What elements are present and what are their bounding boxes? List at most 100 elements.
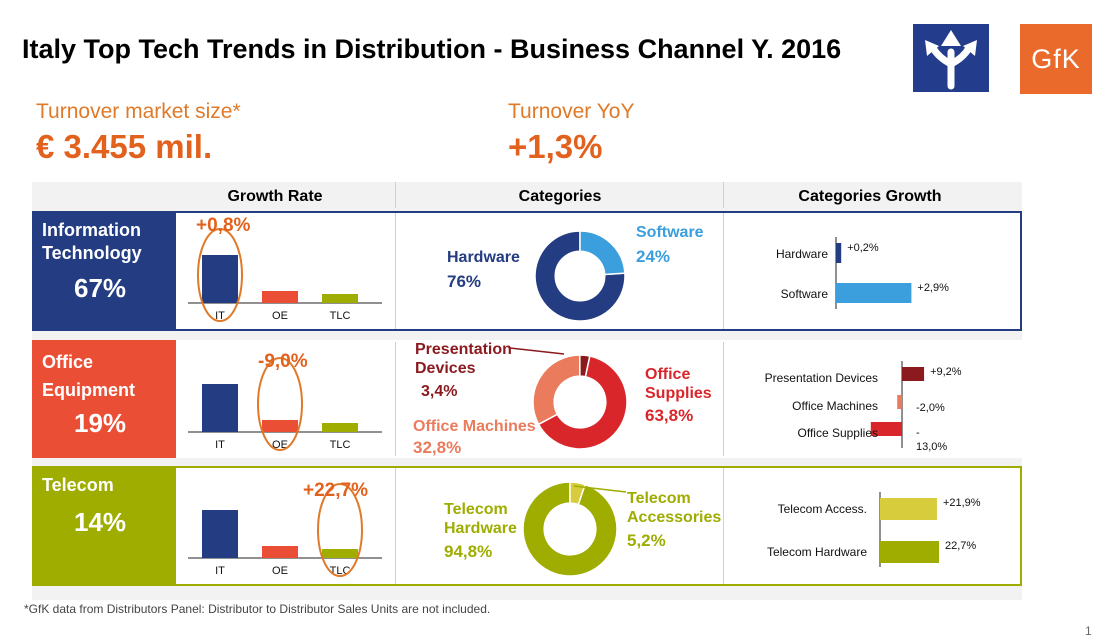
donut-chart-tlc bbox=[522, 481, 618, 577]
bar-tlc bbox=[322, 294, 358, 303]
donut-label-supplies-2: Supplies bbox=[645, 385, 712, 402]
bar-it bbox=[202, 384, 238, 432]
growth-label-oe: -9,0% bbox=[258, 351, 308, 372]
value-label: +21,9% bbox=[943, 497, 981, 509]
value-label: -2,0% bbox=[916, 402, 945, 414]
bar-oe bbox=[262, 291, 298, 303]
highlight-ellipse bbox=[317, 483, 363, 577]
kpi-market-size-label: Turnover market size* bbox=[36, 100, 241, 123]
row-office-equipment bbox=[32, 340, 1022, 458]
donut-slices bbox=[532, 354, 628, 450]
category-label: Telecom Hardware bbox=[767, 545, 867, 559]
slice-hardware bbox=[534, 230, 626, 322]
donut-chart-oe bbox=[532, 354, 628, 450]
donut-label-machines: Office Machines bbox=[413, 418, 536, 435]
value-label: +0,2% bbox=[847, 242, 879, 254]
hbar-telecom-hardware bbox=[880, 541, 940, 563]
hbar-telecom-access- bbox=[880, 498, 937, 520]
segment-cell-it: Information Technology 67% bbox=[32, 211, 176, 331]
donut-slices bbox=[534, 230, 626, 322]
donut-label-software: Software bbox=[636, 224, 704, 241]
cell-divider bbox=[395, 213, 396, 329]
growth-label-tlc: +22,7% bbox=[303, 480, 368, 501]
category-label: Software bbox=[781, 287, 829, 301]
bar-it bbox=[202, 255, 238, 303]
header-growth-rate: Growth Rate bbox=[227, 188, 323, 205]
category-growth-chart-oe: Presentation Devices +9,2% Office Machines… bbox=[765, 361, 962, 453]
segment-name: Information bbox=[42, 220, 141, 240]
cell-divider bbox=[723, 342, 724, 456]
bar-tlc bbox=[322, 549, 358, 558]
segment-name: Telecom bbox=[42, 475, 114, 495]
diverging-arrows-icon bbox=[913, 24, 989, 92]
category-label: Office Supplies bbox=[798, 426, 879, 440]
tick-label: IT bbox=[215, 310, 225, 322]
value-label: 13,0% bbox=[916, 441, 947, 453]
header-divider bbox=[723, 182, 724, 208]
hbars: Presentation Devices +9,2% Office Machines… bbox=[765, 361, 962, 453]
header-divider bbox=[395, 182, 396, 208]
row-information-technology bbox=[32, 211, 1022, 331]
category-label: Telecom Access. bbox=[778, 502, 867, 516]
bar-oe bbox=[262, 546, 298, 558]
slice-software bbox=[579, 230, 626, 276]
donut-label-presentation: Presentation bbox=[415, 341, 512, 358]
segment-name: Office bbox=[42, 352, 94, 372]
donut-label-tlc-hardware-2: Hardware bbox=[444, 520, 517, 537]
header-categories-growth: Categories Growth bbox=[798, 188, 942, 205]
gfk-logo: GfK bbox=[1020, 24, 1092, 94]
value-label: - bbox=[916, 427, 920, 439]
slice-presentation-devices bbox=[579, 354, 591, 378]
accessories-leader-line bbox=[573, 485, 627, 493]
category-growth-chart-it: Hardware +0,2% Software +2,9% bbox=[776, 237, 949, 309]
donut-value-hardware: 76% bbox=[447, 272, 482, 291]
hbars: Telecom Access. +21,9% Telecom Hardware 22,… bbox=[767, 492, 981, 567]
donut-label-hardware: Hardware bbox=[447, 249, 520, 266]
donut-label-tlc-accessories: Telecom bbox=[627, 490, 691, 507]
tick-label: OE bbox=[272, 310, 288, 322]
header-categories: Categories bbox=[518, 188, 602, 205]
cell-divider bbox=[395, 342, 396, 456]
presentation-leader-line bbox=[509, 347, 565, 355]
donut-label-supplies: Office bbox=[645, 366, 691, 383]
donut-label-presentation-2: Devices bbox=[415, 360, 476, 377]
donut-value-machines: 32,8% bbox=[413, 438, 462, 457]
segment-cell-oe: Office Equipment 19% bbox=[32, 340, 176, 458]
growth-bars: IT OE TLC bbox=[188, 357, 382, 451]
segment-share: 14% bbox=[74, 507, 127, 537]
category-label: Hardware bbox=[776, 247, 828, 261]
hbar-software bbox=[836, 283, 912, 303]
growth-rate-chart-it: IT OE TLC bbox=[188, 228, 382, 322]
bar-it bbox=[202, 510, 238, 558]
highlight-ellipse bbox=[197, 228, 243, 322]
donut-value-tlc-hardware: 94,8% bbox=[444, 542, 493, 561]
category-label: Office Machines bbox=[792, 399, 878, 413]
kpi-yoy-label: Turnover YoY bbox=[508, 100, 635, 123]
donut-value-presentation: 3,4% bbox=[421, 383, 458, 400]
segment-share: 19% bbox=[74, 408, 127, 438]
category-growth-chart-tlc: Telecom Access. +21,9% Telecom Hardware 22,… bbox=[767, 492, 981, 567]
donut-chart-it bbox=[534, 230, 626, 322]
tick-label: OE bbox=[272, 565, 288, 577]
highlight-ellipse bbox=[257, 357, 303, 451]
value-label: 22,7% bbox=[945, 540, 976, 552]
donut-label-tlc-hardware: Telecom bbox=[444, 501, 508, 518]
bar-oe bbox=[262, 420, 298, 432]
tick-label: TLC bbox=[330, 439, 351, 451]
donut-slices bbox=[522, 481, 618, 577]
kpi-market-size-value: € 3.455 mil. bbox=[36, 128, 213, 165]
donut-value-software: 24% bbox=[636, 247, 671, 266]
segment-name: Technology bbox=[42, 243, 142, 263]
bar-tlc bbox=[322, 423, 358, 432]
hbar-office-supplies bbox=[870, 422, 902, 436]
donut-label-tlc-accessories-2: Accessories bbox=[627, 509, 722, 526]
hbar-presentation-devices bbox=[902, 367, 925, 381]
slice-office-supplies bbox=[537, 355, 628, 450]
page-title: Italy Top Tech Trends in Distribution - … bbox=[22, 34, 842, 64]
value-label: +9,2% bbox=[930, 366, 962, 378]
cell-divider bbox=[723, 213, 724, 329]
hbar-office-machines bbox=[897, 395, 902, 409]
donut-value-tlc-accessories: 5,2% bbox=[627, 531, 666, 550]
hbar-hardware bbox=[836, 243, 842, 263]
growth-label-it: +0,8% bbox=[196, 215, 251, 236]
